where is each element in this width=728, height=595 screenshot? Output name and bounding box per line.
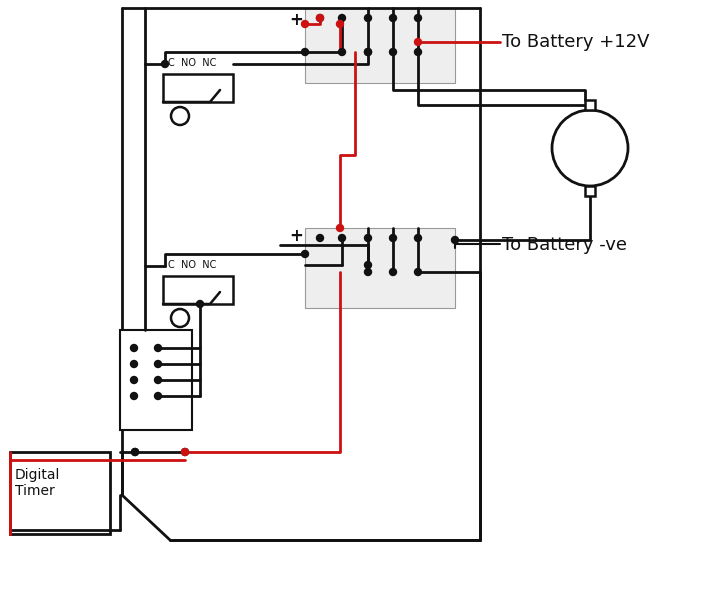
Circle shape	[414, 268, 422, 275]
Circle shape	[414, 39, 422, 45]
Circle shape	[171, 309, 189, 327]
Circle shape	[130, 377, 138, 384]
Circle shape	[132, 449, 138, 456]
Circle shape	[197, 300, 204, 308]
Circle shape	[181, 449, 189, 456]
Circle shape	[365, 14, 371, 21]
Circle shape	[171, 107, 189, 125]
Text: +: +	[289, 11, 303, 29]
Circle shape	[365, 234, 371, 242]
Circle shape	[365, 49, 371, 55]
Circle shape	[552, 110, 628, 186]
Circle shape	[339, 234, 346, 242]
Circle shape	[414, 49, 422, 55]
Circle shape	[389, 234, 397, 242]
Text: +: +	[289, 227, 303, 245]
Circle shape	[301, 49, 309, 55]
Circle shape	[317, 14, 323, 21]
Circle shape	[154, 393, 162, 399]
Circle shape	[181, 449, 189, 456]
Circle shape	[389, 49, 397, 55]
Circle shape	[414, 14, 422, 21]
Circle shape	[365, 261, 371, 268]
Bar	[163, 276, 233, 304]
Circle shape	[336, 224, 344, 231]
Circle shape	[451, 236, 459, 243]
Circle shape	[339, 14, 346, 21]
Circle shape	[414, 234, 422, 242]
Text: Digital
Timer: Digital Timer	[15, 468, 60, 498]
Circle shape	[336, 20, 344, 27]
Circle shape	[130, 361, 138, 368]
Circle shape	[130, 393, 138, 399]
Circle shape	[365, 49, 371, 55]
Circle shape	[154, 345, 162, 352]
Bar	[585, 100, 595, 110]
Circle shape	[162, 61, 168, 67]
Bar	[163, 74, 233, 102]
Circle shape	[130, 345, 138, 352]
Circle shape	[365, 268, 371, 275]
Circle shape	[154, 377, 162, 384]
Circle shape	[317, 14, 323, 21]
Text: To Battery +12V: To Battery +12V	[502, 33, 649, 51]
Circle shape	[317, 234, 323, 242]
Bar	[120, 330, 192, 430]
Text: C  NO  NC: C NO NC	[168, 58, 216, 68]
Circle shape	[301, 250, 309, 258]
Circle shape	[339, 49, 346, 55]
Text: C  NO  NC: C NO NC	[168, 260, 216, 270]
Text: To Battery -ve: To Battery -ve	[502, 236, 627, 254]
Bar	[10, 452, 110, 534]
Bar	[305, 8, 455, 83]
Circle shape	[301, 20, 309, 27]
Bar	[305, 228, 455, 308]
Circle shape	[389, 14, 397, 21]
Circle shape	[154, 361, 162, 368]
Circle shape	[389, 268, 397, 275]
Bar	[585, 186, 595, 196]
Circle shape	[132, 449, 138, 456]
